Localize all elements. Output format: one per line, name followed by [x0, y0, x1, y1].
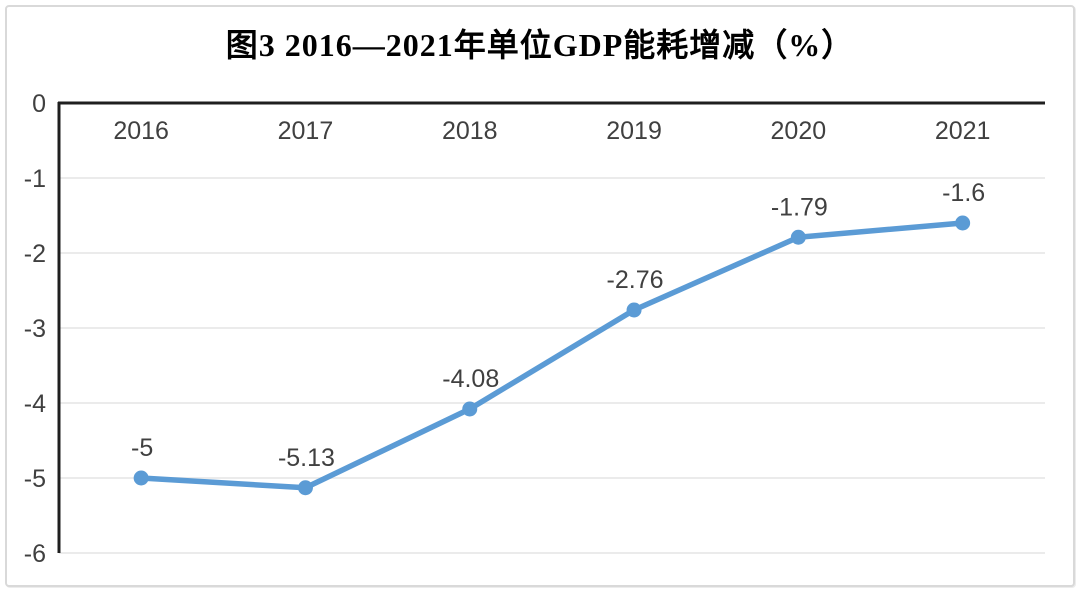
- series-line: [138, 220, 966, 491]
- data-point-2020: [790, 229, 806, 245]
- y-axis-tick-label: -6: [24, 540, 46, 568]
- x-axis-category-label: 2021: [935, 117, 991, 145]
- data-point-2018: [462, 401, 478, 417]
- data-label: -2.76: [607, 266, 664, 294]
- y-axis-tick-label: 0: [32, 90, 46, 118]
- x-axis-category-label: 2016: [113, 117, 169, 145]
- chart-title: 图3 2016—2021年单位GDP能耗增减（%）: [225, 27, 855, 63]
- y-axis-tick-label: -3: [24, 315, 46, 343]
- y-axis-tick-label: -1: [24, 165, 46, 193]
- data-point-2021: [955, 215, 971, 231]
- x-axis-category-label: 2019: [606, 117, 662, 145]
- x-axis-category-label: 2020: [771, 117, 827, 145]
- data-label: -1.6: [942, 179, 985, 207]
- y-axis-tick-label: -5: [24, 465, 46, 493]
- x-axis-category-label: 2018: [442, 117, 498, 145]
- data-label: -5: [131, 434, 153, 462]
- data-label: -5.13: [278, 444, 335, 472]
- y-axis-tick-label: -2: [24, 240, 46, 268]
- data-point-2016: [133, 470, 149, 486]
- y-axis-tick-label: -4: [24, 390, 46, 418]
- data-label: -1.79: [771, 193, 828, 221]
- x-axis-category-label: 2017: [278, 117, 334, 145]
- data-label: -4.08: [442, 365, 499, 393]
- data-point-2017: [297, 480, 313, 496]
- data-point-2019: [626, 302, 642, 318]
